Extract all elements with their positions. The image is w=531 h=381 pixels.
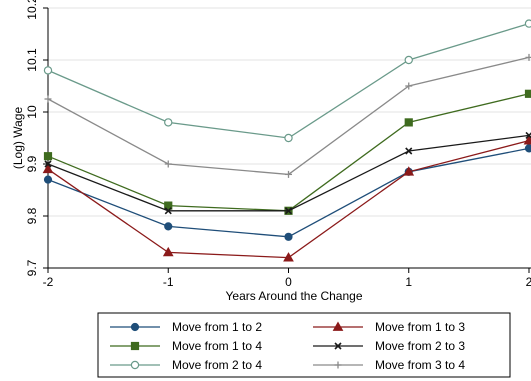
x-tick-label: 1 (405, 275, 412, 289)
series-line (47, 56, 530, 176)
data-point (405, 82, 413, 90)
y-tick-label: 9.8 (25, 207, 39, 224)
legend-label: Move from 2 to 3 (375, 339, 465, 353)
data-point (162, 246, 174, 257)
data-point (525, 53, 531, 61)
legend-label: Move from 1 to 2 (172, 320, 262, 334)
legend-marker (130, 360, 140, 370)
data-point (164, 160, 172, 168)
data-point (524, 144, 531, 153)
x-axis-title: Years Around the Change (226, 289, 363, 303)
legend-label: Move from 2 to 4 (172, 358, 262, 372)
data-point (44, 160, 52, 168)
legend-item: Move from 1 to 3 (313, 320, 465, 334)
y-tick-label: 10 (25, 105, 39, 119)
data-point (164, 207, 172, 215)
data-point (164, 118, 173, 127)
y-tick-label: 10.1 (25, 48, 39, 72)
legend-item: Move from 3 to 4 (313, 358, 465, 372)
data-point (284, 232, 293, 241)
data-point (42, 163, 54, 174)
data-point (404, 55, 413, 65)
x-tick-label: 2 (526, 275, 531, 289)
legend-item: Move from 1 to 4 (110, 339, 262, 353)
data-point (284, 207, 293, 215)
legend-marker (130, 322, 140, 332)
data-point (164, 201, 173, 210)
series-line (47, 22, 530, 139)
series-line (47, 93, 530, 212)
legend-marker (332, 321, 344, 331)
legend-marker (334, 361, 342, 369)
series-5 (43, 19, 531, 143)
data-point (403, 166, 415, 176)
data-point (523, 135, 531, 145)
data-point (524, 19, 531, 28)
data-point (525, 131, 531, 139)
series-2 (42, 135, 531, 262)
data-point (405, 147, 413, 155)
legend-item: Move from 1 to 2 (110, 320, 262, 334)
data-point (404, 118, 413, 127)
data-point (44, 95, 52, 103)
data-point (524, 89, 531, 98)
legend-item: Move from 2 to 3 (313, 339, 465, 353)
legend-marker (130, 341, 140, 351)
legend-marker (334, 342, 342, 350)
y-tick-label: 10.2 (25, 0, 39, 20)
x-ticks: -2 -1 0 1 2 (43, 268, 531, 289)
legend-box (97, 312, 511, 378)
x-tick-label: -1 (163, 275, 174, 289)
data-point (43, 152, 53, 161)
data-point (285, 170, 292, 178)
legend: Move from 1 to 2 Move from 1 to 3 Move fro… (97, 312, 511, 378)
series-3 (43, 89, 531, 215)
data-point (283, 252, 294, 262)
data-point (164, 222, 173, 231)
data-point (43, 66, 53, 75)
legend-label: Move from 3 to 4 (375, 358, 465, 372)
y-tick-label: 9.9 (25, 155, 39, 172)
axes (47, 8, 531, 269)
y-ticks: 9.7 9.8 9.9 10 10.1 10.2 (25, 0, 48, 276)
x-tick-label: -2 (43, 275, 54, 289)
y-tick-label: 9.7 (25, 259, 39, 276)
legend-label: Move from 1 to 3 (375, 320, 465, 334)
series-4 (44, 131, 531, 215)
data-point (43, 175, 53, 184)
data-point (284, 133, 293, 143)
legend-item: Move from 2 to 4 (110, 358, 262, 372)
y-axis-title: (Log) Wage (11, 107, 25, 170)
series-lines (42, 19, 531, 262)
legend-label: Move from 1 to 4 (172, 339, 262, 353)
x-tick-label: 0 (285, 275, 292, 289)
series-6 (44, 53, 531, 178)
